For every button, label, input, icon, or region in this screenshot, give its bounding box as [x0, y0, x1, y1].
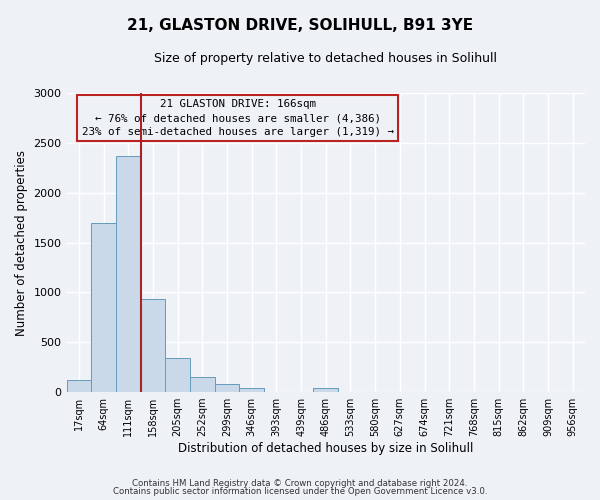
Bar	[239, 388, 264, 392]
X-axis label: Distribution of detached houses by size in Solihull: Distribution of detached houses by size …	[178, 442, 473, 455]
Title: Size of property relative to detached houses in Solihull: Size of property relative to detached ho…	[154, 52, 497, 66]
Text: 21 GLASTON DRIVE: 166sqm
← 76% of detached houses are smaller (4,386)
23% of sem: 21 GLASTON DRIVE: 166sqm ← 76% of detach…	[82, 99, 394, 137]
Bar	[165, 358, 190, 392]
Text: Contains public sector information licensed under the Open Government Licence v3: Contains public sector information licen…	[113, 487, 487, 496]
Text: 21, GLASTON DRIVE, SOLIHULL, B91 3YE: 21, GLASTON DRIVE, SOLIHULL, B91 3YE	[127, 18, 473, 32]
Text: Contains HM Land Registry data © Crown copyright and database right 2024.: Contains HM Land Registry data © Crown c…	[132, 478, 468, 488]
Bar	[116, 156, 140, 392]
Bar	[91, 222, 116, 392]
Bar	[140, 300, 165, 392]
Y-axis label: Number of detached properties: Number of detached properties	[15, 150, 28, 336]
Bar	[215, 384, 239, 392]
Bar	[313, 388, 338, 392]
Bar	[190, 376, 215, 392]
Bar	[67, 380, 91, 392]
